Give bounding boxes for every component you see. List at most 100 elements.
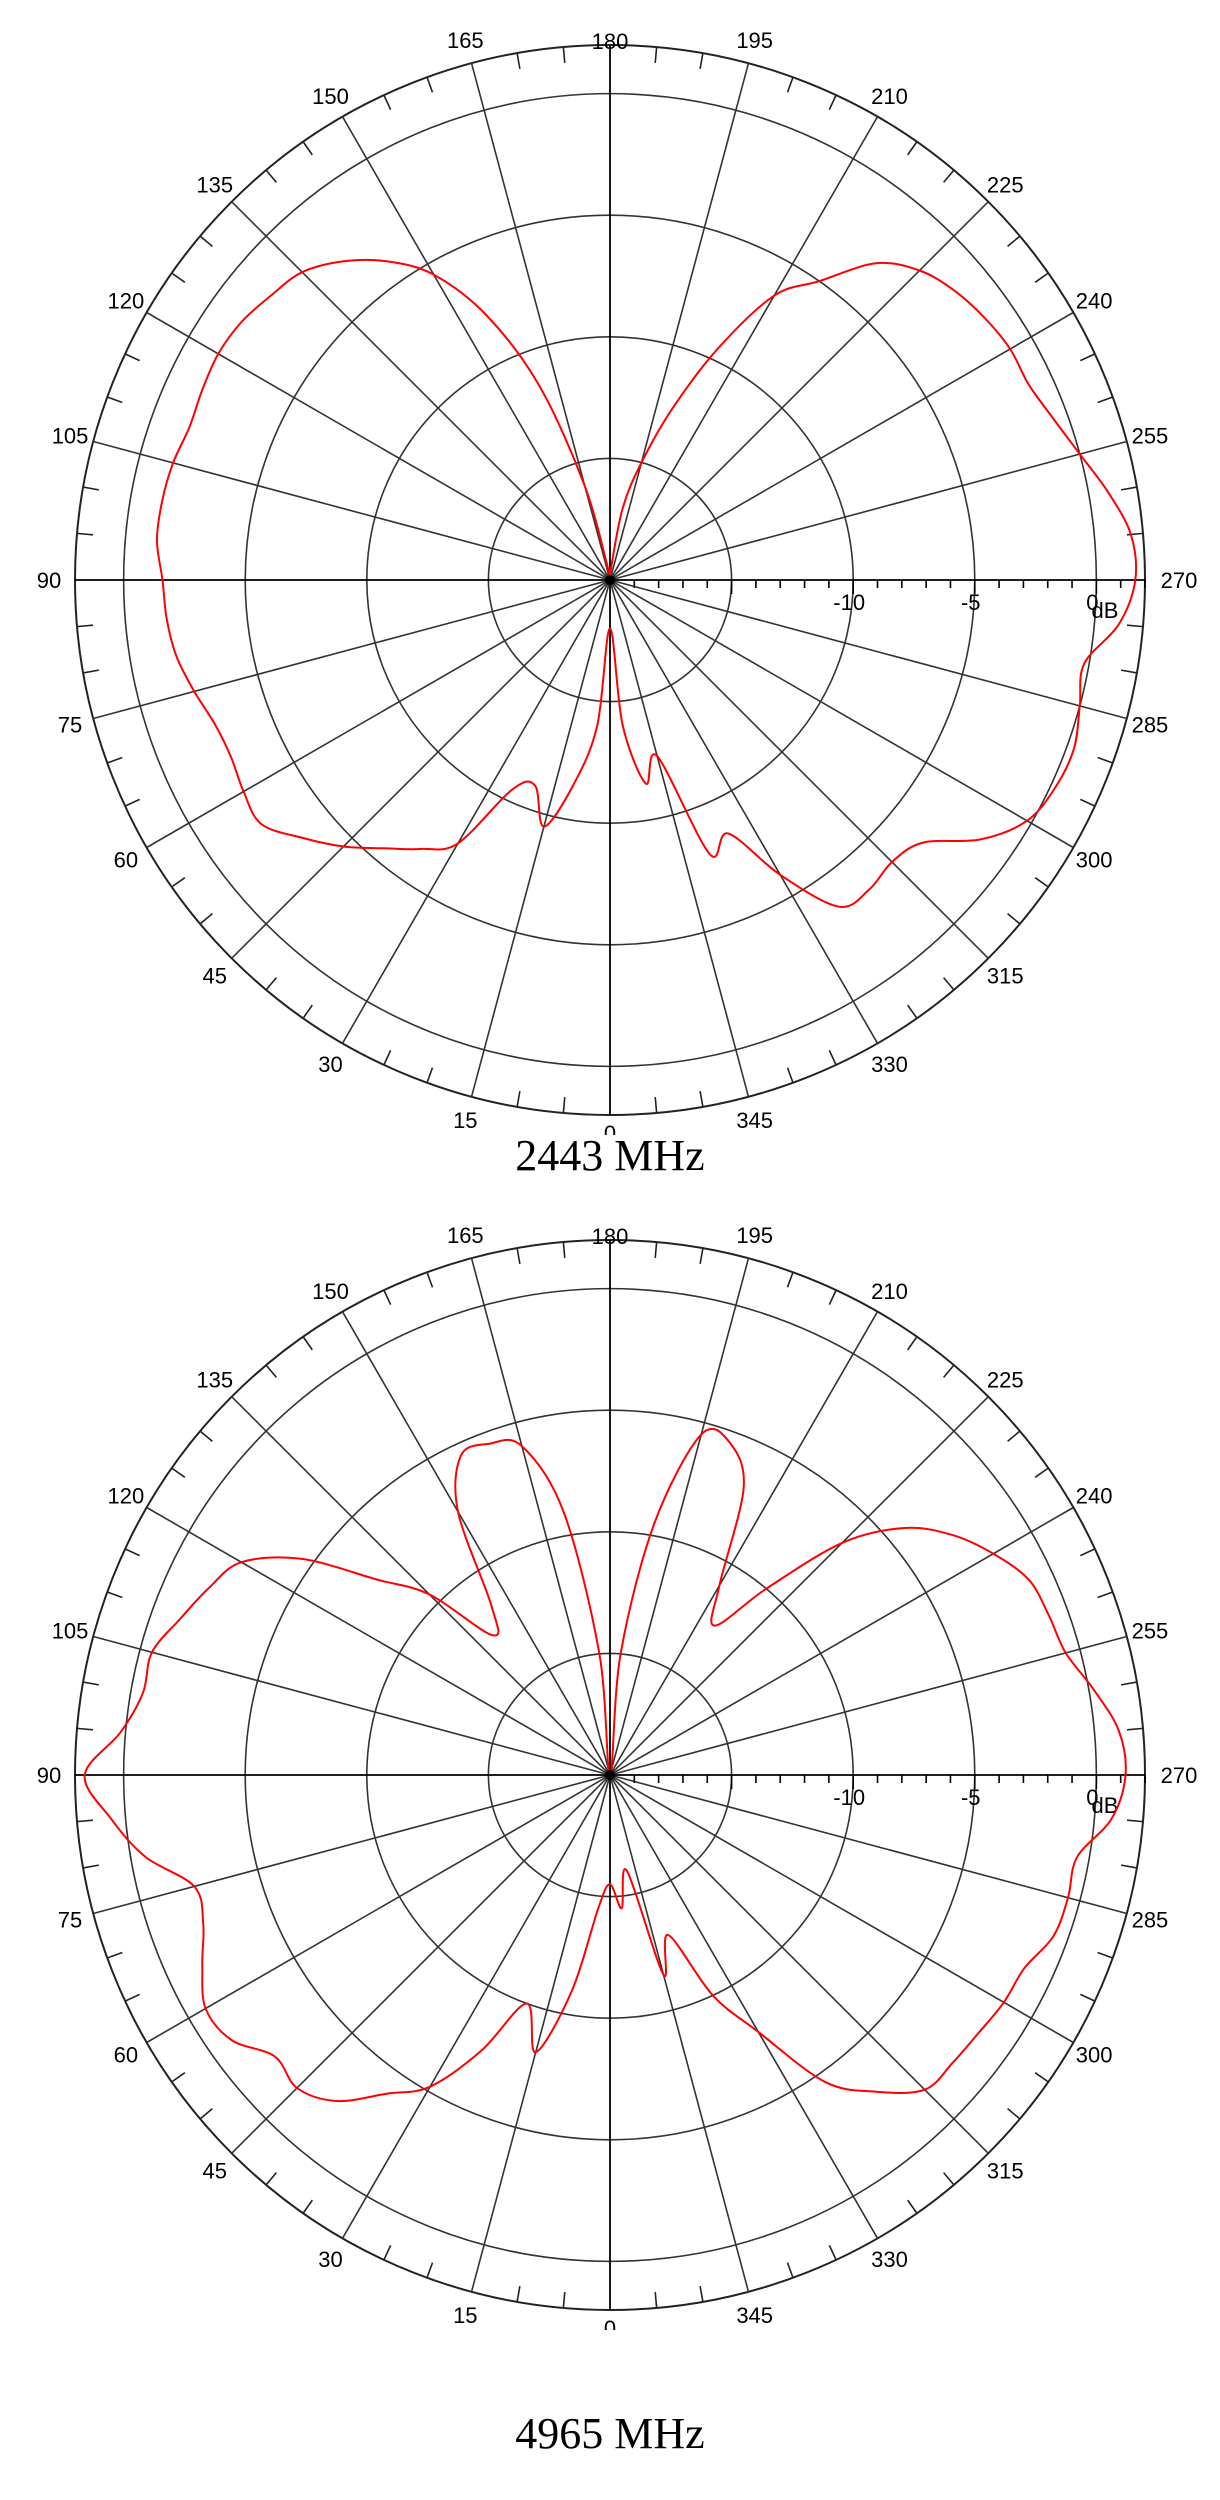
angle-label: 60 — [114, 2043, 138, 2068]
angle-tick — [76, 624, 94, 628]
angle-label: 135 — [196, 1368, 233, 1393]
angle-tick — [1097, 1591, 1114, 1599]
angle-label: 15 — [453, 1108, 477, 1133]
angle-label: 0 — [604, 2316, 616, 2330]
angle-tick — [562, 1096, 566, 1114]
angle-tick — [171, 1467, 186, 1478]
angle-tick — [786, 76, 794, 93]
angle-tick — [199, 235, 213, 248]
radial-labels: -10 -5 0dB — [833, 590, 1118, 623]
angle-tick — [171, 272, 186, 283]
angle-label: 300 — [1076, 848, 1113, 873]
angle-tick — [1080, 353, 1096, 362]
angle-tick — [302, 1336, 313, 1351]
angle-tick — [124, 1548, 140, 1557]
angle-tick — [82, 669, 100, 674]
angle-tick — [302, 141, 313, 156]
angle-label: 240 — [1076, 289, 1113, 314]
angle-tick — [302, 1004, 313, 1019]
angle-label: 255 — [1132, 423, 1169, 448]
polar-plot-4965: 0 15 30 45 60 75 90 105 120 135 150 165 180 195 210 225… — [37, 1223, 1198, 2330]
angle-label: 225 — [987, 1368, 1024, 1393]
angle-tick — [383, 2245, 392, 2261]
radial-tick-label: 0 — [1086, 1785, 1098, 1810]
pattern-curve-1 — [155, 258, 1138, 908]
angle-tick — [699, 52, 704, 70]
angle-tick — [654, 2291, 658, 2309]
angle-tick — [82, 1864, 100, 1869]
angle-label: 30 — [318, 1052, 342, 1077]
angle-tick — [1080, 1548, 1096, 1557]
center-point — [605, 1770, 615, 1780]
angle-tick — [106, 756, 123, 764]
angle-tick — [942, 169, 955, 183]
angle-tick — [1097, 396, 1114, 404]
angle-tick — [76, 1819, 94, 1823]
angle-tick — [1120, 486, 1138, 491]
angle-label: 165 — [447, 28, 484, 53]
angle-label: 135 — [196, 173, 233, 198]
angle-tick — [76, 532, 94, 536]
angle-tick — [1126, 1819, 1144, 1823]
angle-label: 105 — [52, 1618, 89, 1643]
angle-tick — [1034, 1467, 1049, 1478]
angle-tick — [786, 2262, 794, 2279]
angle-label: 210 — [871, 84, 908, 109]
angle-tick — [265, 977, 278, 991]
radial-tick-label: -5 — [961, 590, 981, 615]
angle-tick — [699, 1247, 704, 1265]
angle-tick — [199, 1430, 213, 1443]
angle-tick — [828, 1050, 837, 1066]
angle-tick — [265, 169, 278, 183]
angle-tick — [907, 1336, 918, 1351]
angle-tick — [76, 1727, 94, 1731]
angle-tick — [942, 2172, 955, 2186]
plot-caption-4965: 4965 MHz — [515, 2409, 705, 2458]
angle-tick — [426, 1271, 434, 1288]
angle-tick — [1080, 1993, 1096, 2002]
angle-tick — [907, 141, 918, 156]
angle-tick — [199, 2107, 213, 2120]
angle-tick — [786, 1271, 794, 1288]
angle-tick — [199, 912, 213, 925]
angle-label: 195 — [736, 28, 773, 53]
angle-label: 90 — [37, 568, 61, 593]
angle-tick — [699, 2285, 704, 2303]
angle-tick — [106, 1591, 123, 1599]
angle-tick — [1120, 1681, 1138, 1686]
angle-tick — [302, 2199, 313, 2214]
angle-tick — [1120, 669, 1138, 674]
angle-label: 270 — [1161, 1763, 1198, 1788]
angle-tick — [1034, 2072, 1049, 2083]
angle-label: 90 — [37, 1763, 61, 1788]
angle-label: 45 — [202, 963, 226, 988]
angle-tick — [265, 1364, 278, 1378]
pattern-curve-2 — [83, 1427, 1127, 2103]
angle-tick — [562, 1241, 566, 1259]
radial-tick-label: -10 — [833, 1785, 865, 1810]
angle-tick — [426, 76, 434, 93]
angle-tick — [1007, 2107, 1021, 2120]
angle-tick — [907, 2199, 918, 2214]
angle-tick — [699, 1090, 704, 1108]
angle-label: 315 — [987, 2158, 1024, 2183]
angle-tick — [1097, 1951, 1114, 1959]
angle-tick — [516, 2285, 521, 2303]
angle-label: 330 — [871, 2247, 908, 2272]
angle-tick — [124, 353, 140, 362]
angle-label: 270 — [1161, 568, 1198, 593]
angle-label: 180 — [592, 29, 629, 54]
angle-tick — [907, 1004, 918, 1019]
angle-tick — [654, 1096, 658, 1114]
angle-tick — [516, 1090, 521, 1108]
angle-tick — [1126, 532, 1144, 536]
angle-tick — [786, 1067, 794, 1084]
polar-plot-2443: 0 15 30 45 60 75 90 105 120 135 150 165 180 195 210 225… — [37, 28, 1198, 1135]
angle-label: 255 — [1132, 1618, 1169, 1643]
angle-label: 345 — [736, 1108, 773, 1133]
angle-label: 165 — [447, 1223, 484, 1248]
angle-label: 75 — [58, 713, 82, 738]
angle-tick — [82, 486, 100, 491]
angle-tick — [828, 1289, 837, 1305]
angle-tick — [1080, 798, 1096, 807]
